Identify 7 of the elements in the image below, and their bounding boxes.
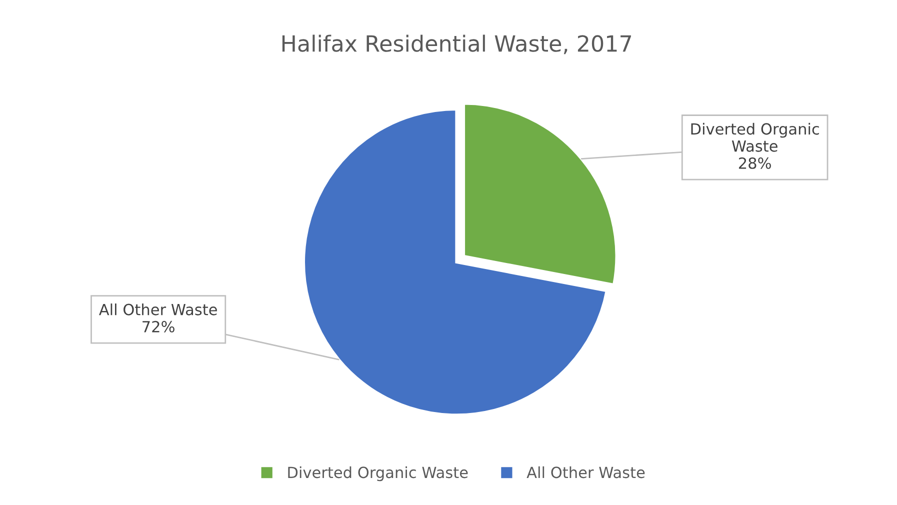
slice-label: Diverted Organic Waste: [691, 122, 819, 152]
slice-label: All Other Waste: [98, 304, 217, 316]
legend-label: All Other Waste: [526, 466, 645, 478]
legend-label: Diverted Organic Waste: [288, 466, 468, 482]
chart-title: Halifax Residential Waste, 2017: [282, 34, 631, 54]
data-label: 28%: [738, 157, 771, 169]
data-label: 72%: [142, 320, 174, 332]
